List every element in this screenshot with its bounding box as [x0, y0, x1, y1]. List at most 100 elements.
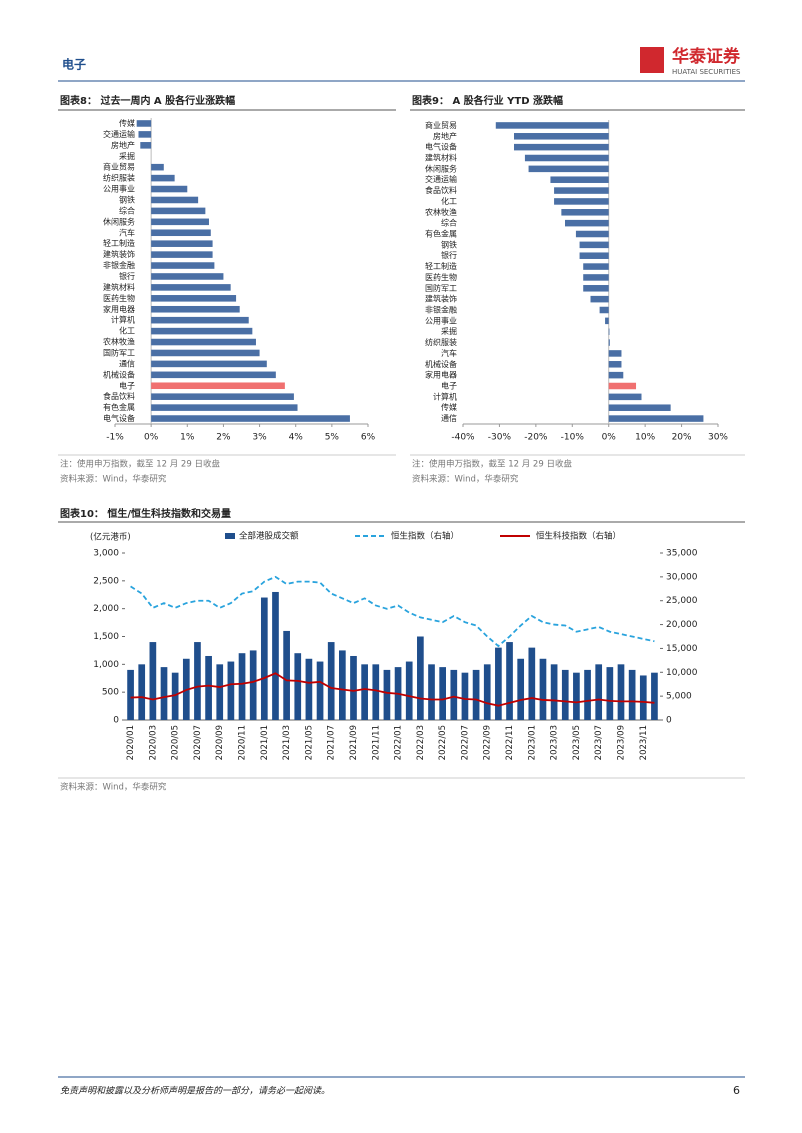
- category-label: 食品饮料: [103, 391, 135, 401]
- bar: [514, 133, 609, 140]
- x-tick-label: 2022/03: [416, 725, 426, 760]
- category-label: 家用电器: [425, 370, 457, 380]
- y-tick-label: 1,500: [93, 632, 119, 642]
- bar: [151, 360, 267, 368]
- line: [130, 672, 655, 707]
- bar: [575, 230, 609, 238]
- x-tick-label: 2022/11: [505, 725, 515, 760]
- bar: [151, 207, 206, 215]
- category-label: 医药生物: [103, 293, 135, 303]
- bar: [151, 295, 237, 302]
- bar: [628, 669, 636, 720]
- x-tick-label: 2022/09: [483, 725, 493, 760]
- x-tick-label: 2020/03: [148, 725, 158, 760]
- category-label: 计算机: [433, 391, 457, 401]
- category-label: 公用事业: [425, 315, 457, 325]
- bar: [151, 284, 231, 291]
- bar: [550, 664, 558, 720]
- category-label: 机械设备: [425, 359, 457, 369]
- bar: [327, 642, 335, 720]
- category-label: 商业贸易: [425, 120, 457, 130]
- x-tick-label: 2020/11: [238, 725, 248, 760]
- x-tick-label: 3%: [252, 433, 267, 443]
- x-tick-label: 2020/07: [193, 725, 203, 760]
- y-tick-label: 2,500: [93, 576, 119, 586]
- category-label: 房地产: [111, 140, 135, 150]
- bar: [151, 273, 224, 280]
- y2-tick-label: 35,000: [666, 549, 698, 559]
- bar: [151, 327, 253, 335]
- x-tick-label: 2023/07: [594, 725, 604, 760]
- y2-tick-label: 5,000: [666, 692, 692, 702]
- x-tick-label: 30%: [708, 433, 728, 443]
- category-label: 化工: [119, 326, 135, 336]
- bar: [260, 597, 268, 720]
- bar: [160, 667, 168, 720]
- x-tick-label: 2023/03: [550, 725, 560, 760]
- y-tick-label: 0: [113, 716, 119, 726]
- bar: [151, 262, 215, 269]
- bar: [249, 650, 257, 720]
- category-label: 农林牧渔: [103, 337, 135, 347]
- bar: [216, 664, 224, 720]
- chart-title: 图表9： A 股各行业 YTD 涨跌幅: [412, 94, 563, 107]
- category-label: 商业贸易: [103, 162, 135, 172]
- category-label: 农林牧渔: [425, 207, 457, 217]
- bar: [599, 306, 609, 314]
- bar: [383, 669, 391, 720]
- x-tick-label: -20%: [524, 433, 548, 443]
- x-tick-label: 2%: [216, 433, 231, 443]
- category-label: 钢铁: [119, 194, 135, 204]
- bar: [171, 672, 179, 720]
- x-tick-label: 6%: [361, 433, 376, 443]
- bar: [583, 274, 609, 281]
- bar: [472, 669, 480, 720]
- bar: [608, 393, 642, 401]
- y2-tick-label: 30,000: [666, 572, 698, 582]
- bar: [151, 316, 249, 324]
- bar: [608, 371, 624, 379]
- x-tick-label: 2020/05: [171, 725, 181, 760]
- source: 资料来源：Wind，华泰研究: [60, 782, 167, 793]
- legend-label: 恒生指数（右轴）: [391, 531, 459, 542]
- bar: [605, 317, 609, 325]
- bar: [151, 185, 188, 193]
- x-tick-label: 2023/11: [639, 725, 649, 760]
- bar: [583, 263, 609, 270]
- bar: [550, 176, 609, 183]
- category-label: 建筑材料: [103, 282, 135, 292]
- category-label: 建筑装饰: [425, 294, 457, 304]
- category-label: 建筑材料: [425, 153, 457, 163]
- page-number: 6: [733, 1084, 740, 1097]
- category-label: 医药生物: [425, 272, 457, 282]
- y-tick-label: 500: [102, 688, 119, 698]
- category-label: 国防军工: [425, 283, 457, 293]
- bar: [608, 404, 671, 411]
- bar: [517, 658, 525, 720]
- legend-swatch: [225, 533, 235, 539]
- bar: [495, 122, 609, 129]
- bar: [151, 196, 199, 204]
- bar: [151, 305, 240, 313]
- source: 资料来源：Wind，华泰研究: [60, 474, 167, 485]
- bar: [579, 241, 609, 249]
- bar: [506, 642, 513, 720]
- bar: [151, 404, 298, 411]
- disclaimer: 免责声明和披露以及分析师声明是报告的一部分，请务必一起阅读。: [60, 1086, 330, 1097]
- x-tick-label: 2023/01: [527, 725, 537, 760]
- bar: [554, 198, 609, 205]
- x-tick-label: 2022/07: [460, 725, 470, 760]
- note: 注：使用申万指数，截至 12 月 29 日收盘: [412, 459, 572, 470]
- bar: [608, 328, 610, 335]
- category-label: 纺织服装: [425, 337, 457, 347]
- bar: [151, 163, 164, 171]
- category-label: 交通运输: [425, 174, 457, 184]
- category-label: 交通运输: [103, 129, 135, 139]
- bar: [639, 675, 647, 720]
- x-tick-label: 5%: [325, 433, 340, 443]
- bar: [608, 350, 622, 357]
- category-label: 化工: [441, 196, 457, 206]
- bar: [608, 339, 610, 346]
- bar: [608, 361, 622, 368]
- bar: [590, 295, 609, 303]
